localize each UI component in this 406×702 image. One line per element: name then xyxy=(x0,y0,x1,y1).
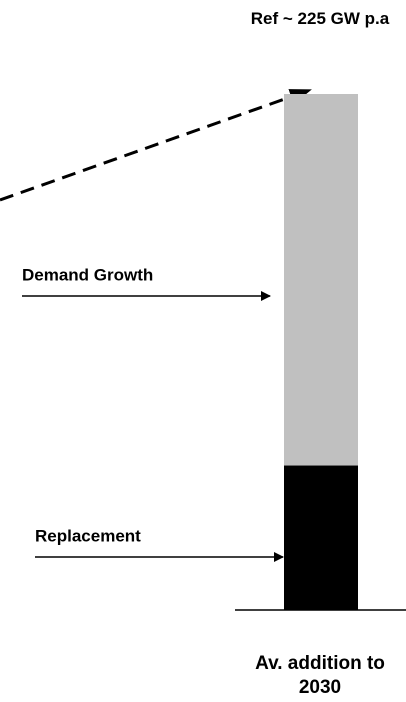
series-label: Demand Growth xyxy=(22,265,153,284)
reference-arrow xyxy=(0,88,312,202)
series-label: Replacement xyxy=(35,526,141,545)
bar-segment xyxy=(284,465,358,610)
bar-segment xyxy=(284,94,358,466)
annotation: Ref ~ 225 GW p.a xyxy=(250,9,390,28)
x-tick-label: Av. addition to 2030 xyxy=(255,653,385,698)
